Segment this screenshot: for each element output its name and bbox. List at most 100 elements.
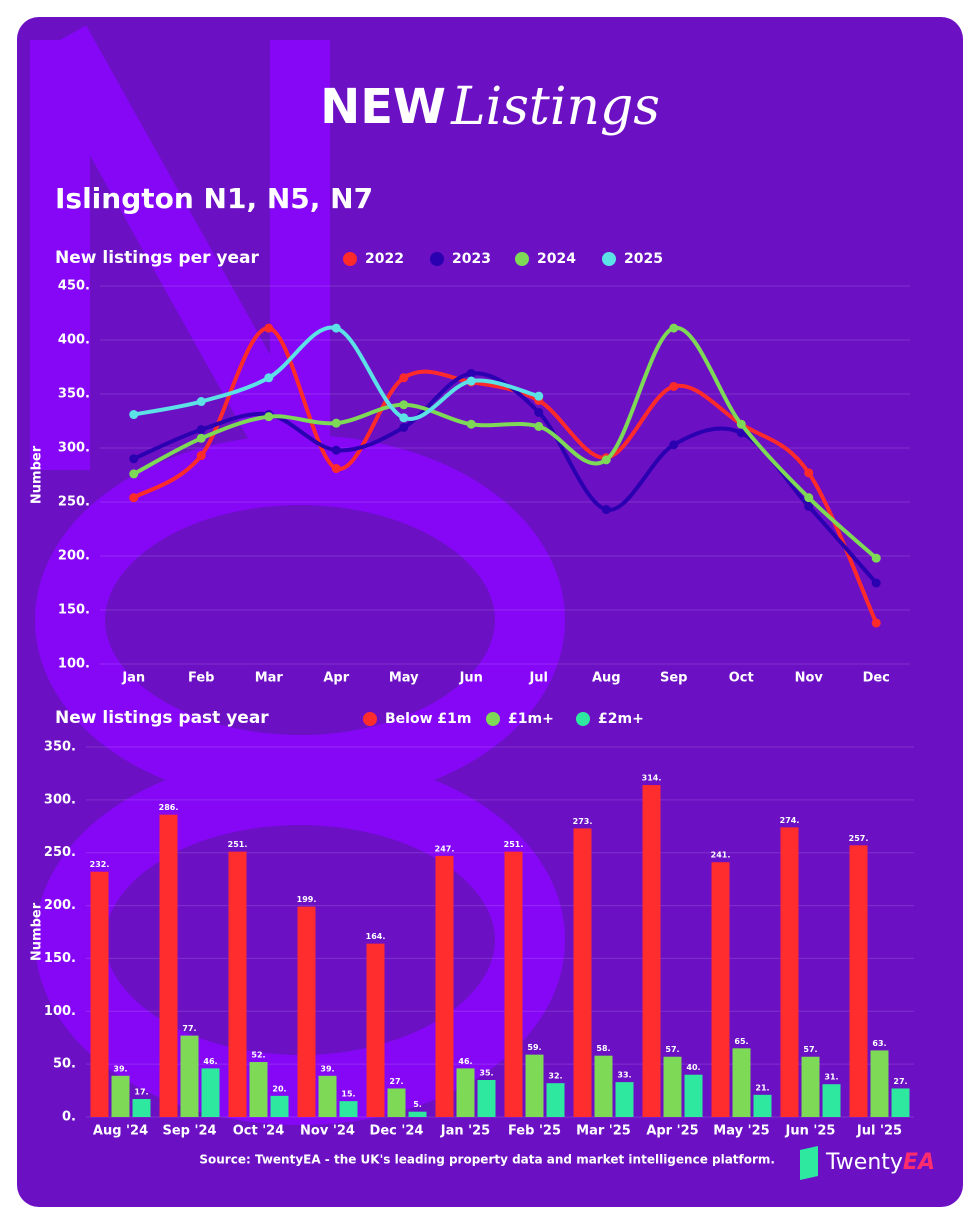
title-italic: Listings	[450, 77, 660, 137]
x-tick-label: Feb	[188, 671, 214, 686]
logo: TwentyEA	[825, 1150, 935, 1175]
value-label: 27.	[389, 1077, 403, 1086]
x-tick-label: Dec	[863, 671, 890, 686]
bar	[753, 1094, 772, 1117]
y-tick-label: 350.	[58, 387, 90, 402]
value-label: 31.	[824, 1073, 838, 1082]
point	[466, 419, 476, 429]
point	[736, 428, 746, 438]
value-label: 314.	[642, 774, 662, 783]
bar	[615, 1082, 634, 1117]
bar	[801, 1056, 820, 1117]
y-tick-label: 350.	[44, 740, 76, 755]
bar	[159, 814, 178, 1117]
value-label: 58.	[596, 1044, 610, 1053]
value-label: 274.	[780, 816, 800, 825]
point	[601, 505, 611, 515]
legend-label: £1m+	[508, 711, 554, 727]
bar	[732, 1048, 751, 1117]
value-label: 251.	[228, 840, 248, 849]
point	[399, 400, 409, 410]
point	[331, 464, 341, 474]
legend-label: £2m+	[598, 711, 644, 727]
x-tick-label: Mar	[255, 671, 284, 686]
value-label: 59.	[527, 1043, 541, 1052]
point	[871, 578, 881, 588]
value-label: 15.	[341, 1090, 355, 1099]
y-axis-label: Number	[30, 445, 45, 504]
value-label: 232.	[90, 860, 110, 869]
value-label: 27.	[893, 1077, 907, 1086]
x-tick-label: Nov	[795, 671, 824, 686]
y-tick-label: 150.	[44, 951, 76, 966]
point	[736, 419, 746, 429]
y-tick-label: 100.	[58, 657, 90, 672]
y-tick-label: 250.	[58, 495, 90, 510]
value-label: 39.	[320, 1064, 334, 1073]
value-label: 273.	[573, 817, 593, 826]
value-label: 39.	[113, 1064, 127, 1073]
bar	[132, 1099, 151, 1117]
x-tick-label: Mar '25	[576, 1124, 631, 1139]
value-label: 257.	[849, 834, 869, 843]
point	[399, 422, 409, 432]
value-label: 241.	[711, 851, 731, 860]
x-tick-label: Jul '25	[856, 1124, 902, 1139]
value-label: 21.	[755, 1083, 769, 1092]
value-label: 57.	[665, 1045, 679, 1054]
value-label: 33.	[617, 1071, 631, 1080]
legend-label: 2025	[624, 251, 663, 267]
y-tick-label: 450.	[58, 279, 90, 294]
x-tick-label: Feb '25	[508, 1124, 561, 1139]
source: Source: TwentyEA - the UK's leading prop…	[199, 1153, 775, 1167]
legend-label: 2023	[452, 251, 491, 267]
bar	[249, 1062, 268, 1117]
y-tick-label: 0.	[62, 1110, 76, 1125]
point	[534, 407, 544, 417]
value-label: 46.	[458, 1057, 472, 1066]
point	[129, 410, 139, 420]
bar	[387, 1088, 406, 1117]
y-tick-label: 200.	[44, 898, 76, 913]
value-label: 20.	[272, 1084, 286, 1093]
value-label: 63.	[872, 1039, 886, 1048]
title-bold: NEW	[320, 79, 446, 135]
y-tick-label: 300.	[44, 792, 76, 807]
x-tick-label: Oct '24	[233, 1124, 285, 1139]
value-label: 247.	[435, 844, 455, 853]
x-tick-label: Sep '24	[162, 1124, 216, 1139]
point	[804, 493, 814, 503]
point	[196, 451, 206, 461]
y-tick-label: 250.	[44, 845, 76, 860]
point	[601, 455, 611, 465]
x-tick-label: Jul	[528, 671, 548, 686]
value-label: 46.	[203, 1057, 217, 1066]
bar	[711, 862, 730, 1117]
value-label: 199.	[297, 895, 317, 904]
bar	[525, 1054, 544, 1117]
bar	[111, 1075, 130, 1117]
point	[466, 368, 476, 378]
x-tick-label: Jan	[121, 671, 145, 686]
legend-swatch	[363, 712, 377, 726]
point	[331, 445, 341, 455]
point	[534, 391, 544, 401]
y-tick-label: 50.	[53, 1057, 76, 1072]
legend-label: 2022	[365, 251, 404, 267]
bar	[408, 1111, 427, 1117]
value-label: 17.	[134, 1088, 148, 1097]
value-label: 5.	[413, 1100, 422, 1109]
legend-swatch	[515, 252, 529, 266]
logo-first: Twenty	[825, 1150, 903, 1175]
bar	[546, 1083, 565, 1117]
logo-icon	[800, 1146, 818, 1180]
value-label: 35.	[479, 1069, 493, 1078]
bar	[435, 855, 454, 1117]
y-tick-label: 100.	[44, 1004, 76, 1019]
legend-swatch	[576, 712, 590, 726]
line	[131, 326, 879, 625]
x-tick-label: Apr	[323, 671, 349, 686]
subtitle: Islington N1, N5, N7	[55, 182, 373, 215]
value-label: 251.	[504, 840, 524, 849]
